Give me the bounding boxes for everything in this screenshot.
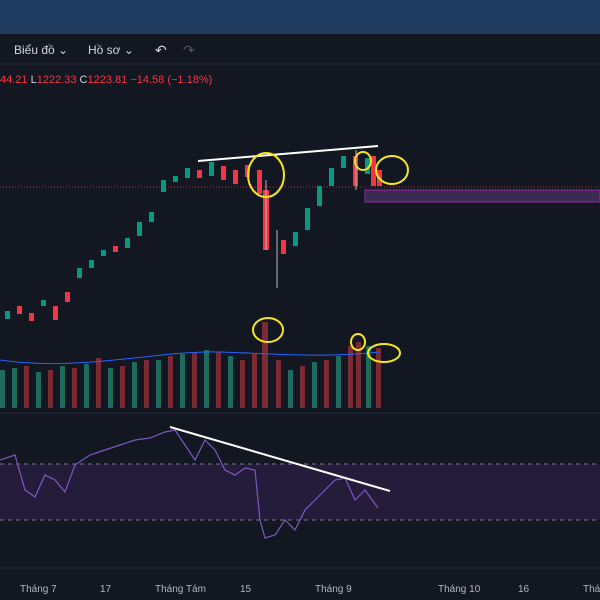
high-value: 44.21 [0, 74, 28, 86]
redo-button[interactable]: ↷ [183, 42, 195, 58]
low-label: L [30, 74, 37, 86]
menu-text: Hồ sơ [88, 43, 121, 57]
time-label: Tháng [583, 584, 600, 595]
rsi-line [0, 429, 379, 539]
menu-text: Biểu đồ [14, 43, 55, 57]
undo-button[interactable]: ↶ [155, 42, 167, 58]
title-bar [0, 0, 600, 34]
wicks [265, 150, 357, 288]
time-label: Tháng 7 [20, 584, 57, 595]
volume-down [24, 322, 381, 408]
ohlc-legend: 44.21 L1222.33 C1223.81 −14.58 (−1.18%) [0, 74, 212, 86]
toolbar [0, 34, 600, 64]
change-value: −14.58 (−1.18%) [130, 74, 213, 86]
low-value: 1222.33 [36, 74, 77, 86]
profile-menu[interactable]: Hồ sơ ⌄ [88, 43, 134, 57]
chart-menu[interactable]: Biểu đồ ⌄ [14, 43, 69, 57]
close-value: 1223.81 [87, 74, 128, 86]
rsi-band [0, 464, 600, 520]
trend-line [197, 145, 379, 162]
time-label: 17 [100, 584, 112, 595]
volume-up [0, 346, 371, 408]
time-label: 15 [240, 584, 252, 595]
close-label: C [79, 74, 88, 86]
time-label: 16 [518, 584, 530, 595]
time-label: Tháng Tám [155, 584, 206, 595]
green-candles [5, 156, 370, 319]
zone-box [364, 189, 600, 203]
red-candles [17, 156, 382, 321]
time-label: Tháng 9 [315, 584, 352, 595]
time-label: Tháng 10 [438, 584, 481, 595]
trend-line [169, 426, 391, 492]
highlight-circles [247, 151, 409, 363]
volume-ma [0, 351, 381, 365]
